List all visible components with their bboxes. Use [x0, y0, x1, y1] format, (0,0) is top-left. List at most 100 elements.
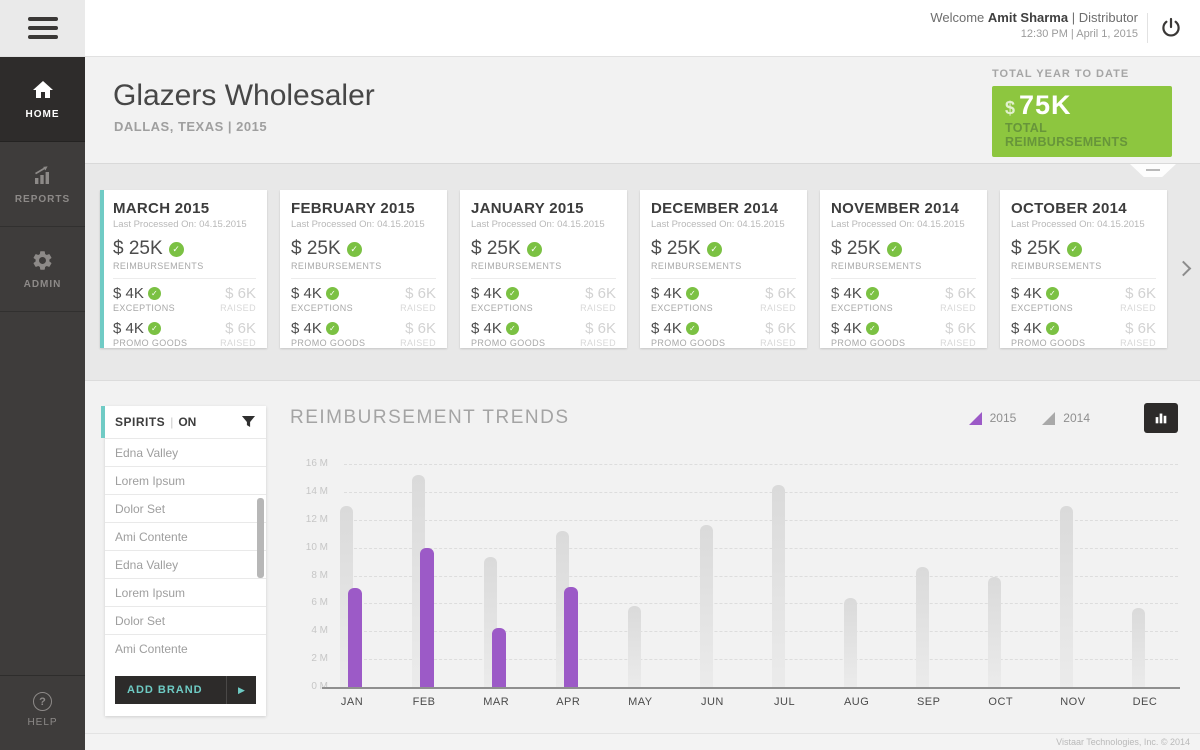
exceptions-raised-value: $ 6K — [225, 285, 256, 302]
month-card[interactable]: OCTOBER 2014 Last Processed On: 04.15.201… — [1000, 190, 1167, 348]
promo-goods-value: $ 4K — [291, 320, 322, 337]
promo-goods-row: $ 4K ✓ PROMO GOODS $ 6K RAISED — [291, 320, 436, 348]
brand-list-item[interactable]: Edna Valley — [105, 550, 266, 578]
user-role: Distributor — [1078, 10, 1138, 25]
sidebar-item-help[interactable]: ? HELP — [0, 675, 85, 750]
collapse-tab[interactable] — [1130, 164, 1176, 177]
reimbursements-value: $ 25K — [651, 238, 701, 259]
minus-icon — [1146, 169, 1160, 171]
divider — [291, 278, 436, 279]
sidebar-item-home[interactable]: HOME — [0, 57, 85, 142]
brand-list: Edna Valley Lorem Ipsum Dolor Set Ami Conte… — [105, 438, 266, 662]
brand-list-item[interactable]: Lorem Ipsum — [105, 578, 266, 606]
divider — [471, 278, 616, 279]
datetime-text: 12:30 PM | April 1, 2015 — [1020, 28, 1138, 40]
scrollbar-thumb[interactable] — [257, 498, 264, 578]
check-icon: ✓ — [325, 322, 339, 335]
menu-button[interactable] — [0, 0, 85, 56]
next-cards-button[interactable] — [1175, 260, 1195, 278]
brand-list-item[interactable]: Edna Valley — [105, 438, 266, 466]
x-tick-label: OCT — [988, 696, 1014, 708]
bar-2014[interactable] — [627, 606, 641, 687]
brand-list-item[interactable]: Dolor Set — [105, 606, 266, 634]
legend-item-2014[interactable]: 2014 — [1042, 411, 1090, 425]
raised-label: RAISED — [220, 338, 256, 348]
month-card[interactable]: NOVEMBER 2014 Last Processed On: 04.15.20… — [820, 190, 987, 348]
month-card[interactable]: FEBRUARY 2015 Last Processed On: 04.15.20… — [280, 190, 447, 348]
exceptions-row: $ 4K ✓ EXCEPTIONS $ 6K RAISED — [651, 285, 796, 313]
ytd-caption: TOTAL REIMBURSEMENTS — [1005, 121, 1128, 149]
bar-2014[interactable] — [699, 525, 713, 687]
bar-2014[interactable] — [916, 567, 930, 687]
check-icon: ✓ — [1045, 322, 1059, 335]
welcome-prefix: Welcome — [930, 10, 985, 25]
promo-raised-value: $ 6K — [945, 320, 976, 337]
raised-label: RAISED — [940, 338, 976, 348]
logout-button[interactable] — [1158, 15, 1184, 41]
exceptions-row: $ 4K ✓ EXCEPTIONS $ 6K RAISED — [471, 285, 616, 313]
sidebar-item-label: HELP — [27, 717, 58, 728]
exceptions-row: $ 4K ✓ EXCEPTIONS $ 6K RAISED — [1011, 285, 1156, 313]
sidebar-item-admin[interactable]: ADMIN — [0, 227, 85, 312]
legend-label: 2014 — [1063, 411, 1090, 425]
filter-button[interactable] — [241, 415, 256, 430]
filter-icon — [241, 415, 256, 427]
y-tick-label: 8 M — [311, 569, 328, 581]
month-card-title: NOVEMBER 2014 — [831, 200, 960, 217]
y-tick-label: 14 M — [305, 485, 328, 497]
gridline — [344, 547, 1178, 549]
page-header: Glazers Wholesaler DALLAS, TEXAS | 2015 … — [85, 57, 1200, 164]
exceptions-row: $ 4K ✓ EXCEPTIONS $ 6K RAISED — [831, 285, 976, 313]
x-tick-label: SEP — [916, 696, 941, 708]
brand-list-item[interactable]: Dolor Set — [105, 494, 266, 522]
raised-label: RAISED — [1120, 338, 1156, 348]
chart-type-button[interactable] — [1144, 403, 1178, 433]
chevron-right-icon — [1175, 260, 1192, 277]
sidebar: HOME REPORTS ADMIN ? HELP — [0, 57, 85, 750]
promo-goods-label: PROMO GOODS — [291, 338, 366, 348]
brand-list-item[interactable]: Ami Contente — [105, 522, 266, 550]
month-card[interactable]: JANUARY 2015 Last Processed On: 04.15.201… — [460, 190, 627, 348]
month-card[interactable]: DECEMBER 2014 Last Processed On: 04.15.20… — [640, 190, 807, 348]
bar-2015[interactable] — [348, 588, 362, 687]
month-card-title: JANUARY 2015 — [471, 200, 584, 217]
brand-list-item[interactable]: Ami Contente — [105, 634, 266, 662]
promo-raised-value: $ 6K — [225, 320, 256, 337]
play-icon: ▶ — [226, 676, 256, 704]
month-card-processed: Last Processed On: 04.15.2015 — [471, 219, 605, 230]
month-card[interactable]: MARCH 2015 Last Processed On: 04.15.2015 $… — [100, 190, 267, 348]
bar-2014[interactable] — [1060, 505, 1074, 687]
y-tick-label: 12 M — [305, 513, 328, 525]
promo-goods-row: $ 4K ✓ PROMO GOODS $ 6K RAISED — [113, 320, 256, 348]
check-icon: ✓ — [685, 287, 699, 300]
reimbursements-value: $ 25K — [291, 238, 341, 259]
reimbursements-label: REIMBURSEMENTS — [1011, 261, 1102, 271]
sidebar-item-reports[interactable]: REPORTS — [0, 142, 85, 227]
gridline — [344, 603, 1178, 605]
brand-list-item[interactable]: Lorem Ipsum — [105, 466, 266, 494]
hamburger-icon — [27, 17, 58, 39]
promo-raised-value: $ 6K — [405, 320, 436, 337]
x-tick-label: MAR — [483, 696, 510, 708]
top-bar: Welcome Amit Sharma | Distributor 12:30 … — [0, 0, 1200, 57]
welcome-block: Welcome Amit Sharma | Distributor 12:30 … — [930, 10, 1138, 40]
x-tick-label: APR — [556, 696, 581, 708]
bar-2014[interactable] — [844, 597, 858, 687]
promo-goods-row: $ 4K ✓ PROMO GOODS $ 6K RAISED — [651, 320, 796, 348]
check-icon: ✓ — [147, 287, 161, 300]
bar-2014[interactable] — [1132, 607, 1146, 687]
help-icon: ? — [33, 692, 52, 711]
y-tick-label: 0 M — [311, 681, 328, 692]
brand-category-label: SPIRITS — [115, 415, 166, 429]
bar-2015[interactable] — [564, 586, 579, 687]
bar-2015[interactable] — [492, 628, 507, 687]
add-brand-button[interactable]: ADD BRAND ▶ — [115, 676, 256, 704]
reports-icon — [34, 166, 49, 184]
separator: | — [1071, 10, 1076, 25]
legend-item-2015[interactable]: 2015 — [968, 411, 1016, 425]
x-tick-label: MAY — [628, 696, 653, 708]
bar-2015[interactable] — [420, 547, 435, 687]
bar-2014[interactable] — [988, 576, 1002, 687]
bar-2014[interactable] — [772, 484, 786, 687]
chart-x-axis-line — [322, 687, 1180, 689]
